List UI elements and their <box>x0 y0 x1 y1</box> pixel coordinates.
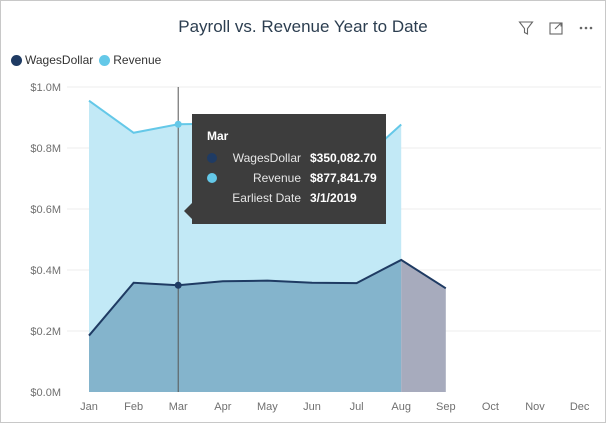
revenue-point[interactable] <box>174 120 182 128</box>
x-tick-label: Jun <box>303 401 321 413</box>
x-tick-label: Aug <box>391 401 411 413</box>
more-options-icon[interactable] <box>577 19 595 37</box>
visual-header-icons <box>517 19 595 37</box>
y-tick-label: $0.6M <box>30 204 61 216</box>
x-tick-label: Jan <box>80 401 98 413</box>
visual-title: Payroll vs. Revenue Year to Date <box>178 17 428 36</box>
x-tick-label: Nov <box>525 401 545 413</box>
x-tick-label: Dec <box>570 401 590 413</box>
y-tick-label: $0.2M <box>30 326 61 338</box>
legend-label-revenue: Revenue <box>113 53 162 67</box>
tooltip-value: $350,082.70 <box>310 151 377 165</box>
tooltip-marker-wagesdollar <box>207 153 217 163</box>
tooltip-value: $877,841.79 <box>310 171 377 185</box>
x-tick-label: Sep <box>436 401 456 413</box>
wagesdollar-line <box>88 258 447 337</box>
chart-legend: WagesDollar Revenue <box>11 53 161 67</box>
legend-item-revenue[interactable]: Revenue <box>99 53 161 67</box>
tooltip-label: Earliest Date <box>232 191 301 205</box>
x-tick-label: Jul <box>350 401 364 413</box>
tooltip: Mar WagesDollar $350,082.70 Revenue $877… <box>184 114 386 224</box>
filter-icon[interactable] <box>517 19 535 37</box>
wagesdollar-point[interactable] <box>174 281 182 289</box>
x-tick-label: May <box>257 401 278 413</box>
tooltip-label: Revenue <box>252 171 301 185</box>
tooltip-row-earliest-date: Earliest Date 3/1/2019 <box>207 190 377 206</box>
focus-mode-icon[interactable] <box>547 19 565 37</box>
y-tick-label: $1.0M <box>30 82 61 94</box>
tooltip-marker-revenue <box>207 173 217 183</box>
legend-marker-wagesdollar <box>11 54 22 66</box>
wagesdollar-area <box>89 259 402 392</box>
tooltip-row-wagesdollar: WagesDollar $350,082.70 <box>207 150 377 166</box>
x-tick-label: Oct <box>482 401 499 413</box>
tooltip-row-revenue: Revenue $877,841.79 <box>207 170 377 186</box>
legend-item-wagesdollar[interactable]: WagesDollar <box>11 53 93 67</box>
tooltip-marker-blank <box>207 193 217 203</box>
x-tick-label: Feb <box>124 401 143 413</box>
tooltip-value: 3/1/2019 <box>310 191 357 205</box>
y-tick-label: $0.4M <box>30 265 61 277</box>
y-tick-label: $0.0M <box>30 387 61 399</box>
x-tick-label: Mar <box>169 401 188 413</box>
wagesdollar-area-tail <box>401 259 446 392</box>
tooltip-label: WagesDollar <box>232 151 301 165</box>
x-tick-label: Apr <box>214 401 231 413</box>
tooltip-title: Mar <box>207 129 229 143</box>
legend-marker-revenue <box>99 54 111 66</box>
legend-label-wagesdollar: WagesDollar <box>25 53 94 67</box>
y-tick-label: $0.8M <box>30 143 61 155</box>
